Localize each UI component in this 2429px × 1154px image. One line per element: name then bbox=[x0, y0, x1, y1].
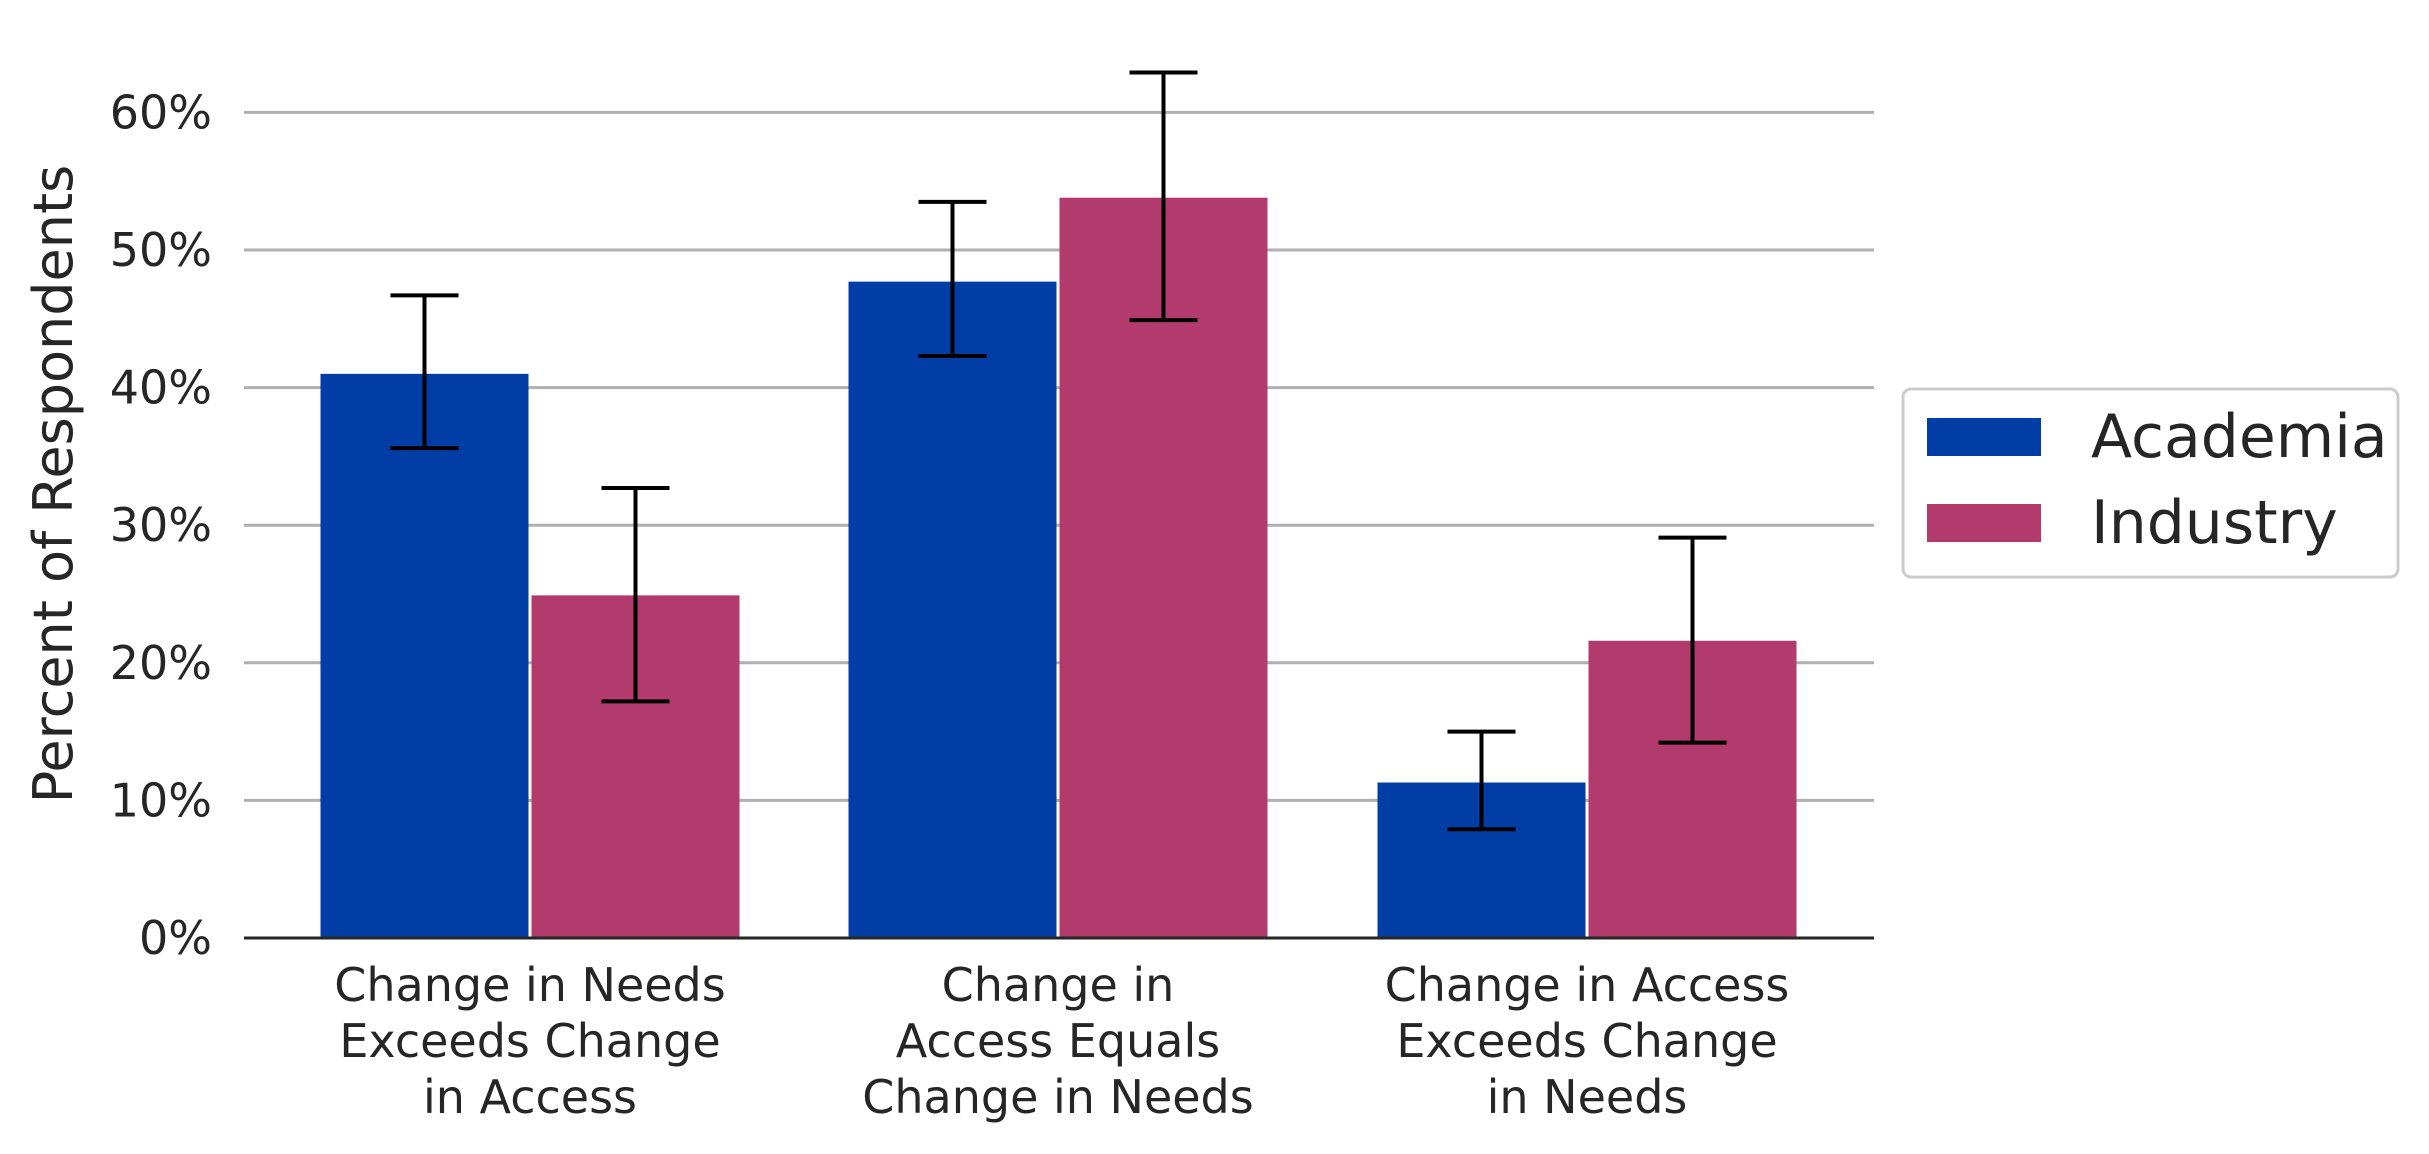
legend-label-academia: Academia bbox=[2091, 402, 2388, 472]
y-axis-ticks: 0% 10% 20% 30% 40% 50% 60% bbox=[110, 85, 212, 965]
y-tick-label: 50% bbox=[110, 223, 212, 277]
x-tick-label: Change in Needs Exceeds Change in Access bbox=[334, 958, 725, 1124]
bar-academia bbox=[320, 373, 529, 939]
y-tick-label: 60% bbox=[110, 85, 212, 139]
bars bbox=[320, 197, 1797, 939]
legend-label-industry: Industry bbox=[2091, 488, 2338, 558]
bar-academia bbox=[848, 281, 1057, 938]
x-tick-label: Change in Access Exceeds Change in Needs bbox=[1385, 958, 1790, 1124]
y-tick-label: 40% bbox=[110, 361, 212, 415]
legend: Academia Industry bbox=[1901, 387, 2400, 579]
x-axis-ticks: Change in Needs Exceeds Change in Access Ch… bbox=[334, 958, 1789, 1124]
y-tick-label: 30% bbox=[110, 498, 212, 552]
y-tick-label: 10% bbox=[110, 773, 212, 827]
y-tick-label: 20% bbox=[110, 636, 212, 690]
x-tick-label: Change in Access Equals Change in Needs bbox=[862, 958, 1253, 1124]
y-tick-label: 0% bbox=[139, 911, 212, 965]
legend-swatch-academia bbox=[1927, 418, 2041, 456]
y-axis-label: Percent of Respondents bbox=[22, 165, 85, 804]
error-bars bbox=[390, 70, 1727, 832]
legend-swatch-industry bbox=[1927, 504, 2041, 542]
